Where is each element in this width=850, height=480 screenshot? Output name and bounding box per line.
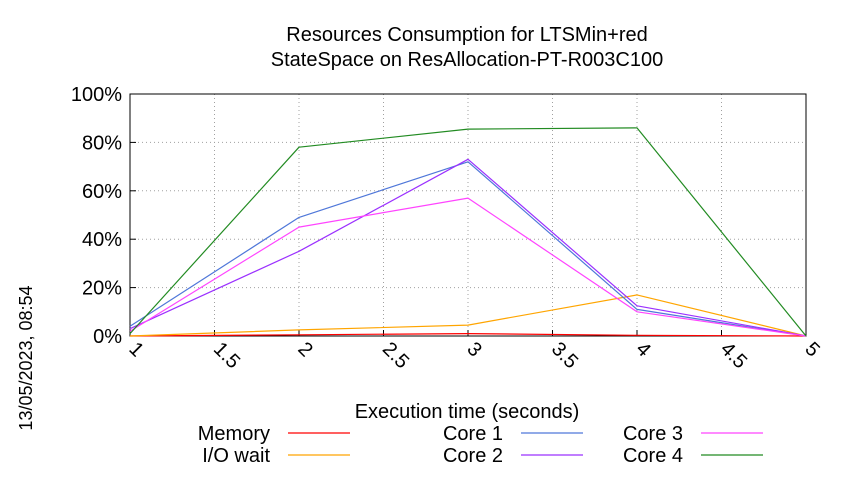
- x-tick-label: 2.5: [378, 338, 413, 373]
- x-tick-label: 3: [462, 338, 485, 361]
- series-line-core-4: [129, 127, 807, 337]
- y-tick-label: 80%: [82, 132, 122, 154]
- y-tick-label: 0%: [93, 326, 122, 348]
- y-tick-label: 60%: [82, 181, 122, 203]
- series-line-memory: [129, 333, 807, 337]
- series-line-core-3: [129, 197, 807, 337]
- x-tick-label: 4.5: [716, 338, 751, 373]
- legend-label-core-4: Core 4: [623, 445, 683, 467]
- series-lines: [129, 127, 807, 337]
- grid: [130, 94, 806, 336]
- series-line-core-1: [129, 161, 807, 337]
- series-line-core-2: [129, 158, 807, 337]
- chart-title-line-1: Resources Consumption for LTSMin+red: [286, 24, 647, 46]
- x-tick-label: 1: [124, 338, 147, 361]
- legend-label-core-1: Core 1: [443, 423, 503, 445]
- legend-label-core-2: Core 2: [443, 445, 503, 467]
- y-axis-ticks: 0% 20% 40% 60% 80% 100%: [71, 84, 136, 348]
- x-tick-label: 5: [800, 338, 823, 361]
- legend-label-memory: Memory: [198, 423, 270, 445]
- y-tick-label: 20%: [82, 278, 122, 300]
- chart-title-line-2: StateSpace on ResAllocation-PT-R003C100: [271, 49, 663, 71]
- y-tick-label: 40%: [82, 229, 122, 251]
- series-line-i-o-wait: [129, 294, 807, 337]
- x-tick-label: 3.5: [547, 338, 582, 373]
- x-axis-label: Execution time (seconds): [355, 401, 580, 423]
- timestamp: 13/05/2023, 08:54: [16, 285, 36, 430]
- x-tick-label: 1.5: [209, 338, 244, 373]
- x-tick-label: 4: [631, 338, 654, 361]
- y-tick-label: 100%: [71, 84, 122, 106]
- x-tick-label: 2: [293, 338, 316, 361]
- legend-label-i-o-wait: I/O wait: [202, 445, 270, 467]
- legend-label-core-3: Core 3: [623, 423, 683, 445]
